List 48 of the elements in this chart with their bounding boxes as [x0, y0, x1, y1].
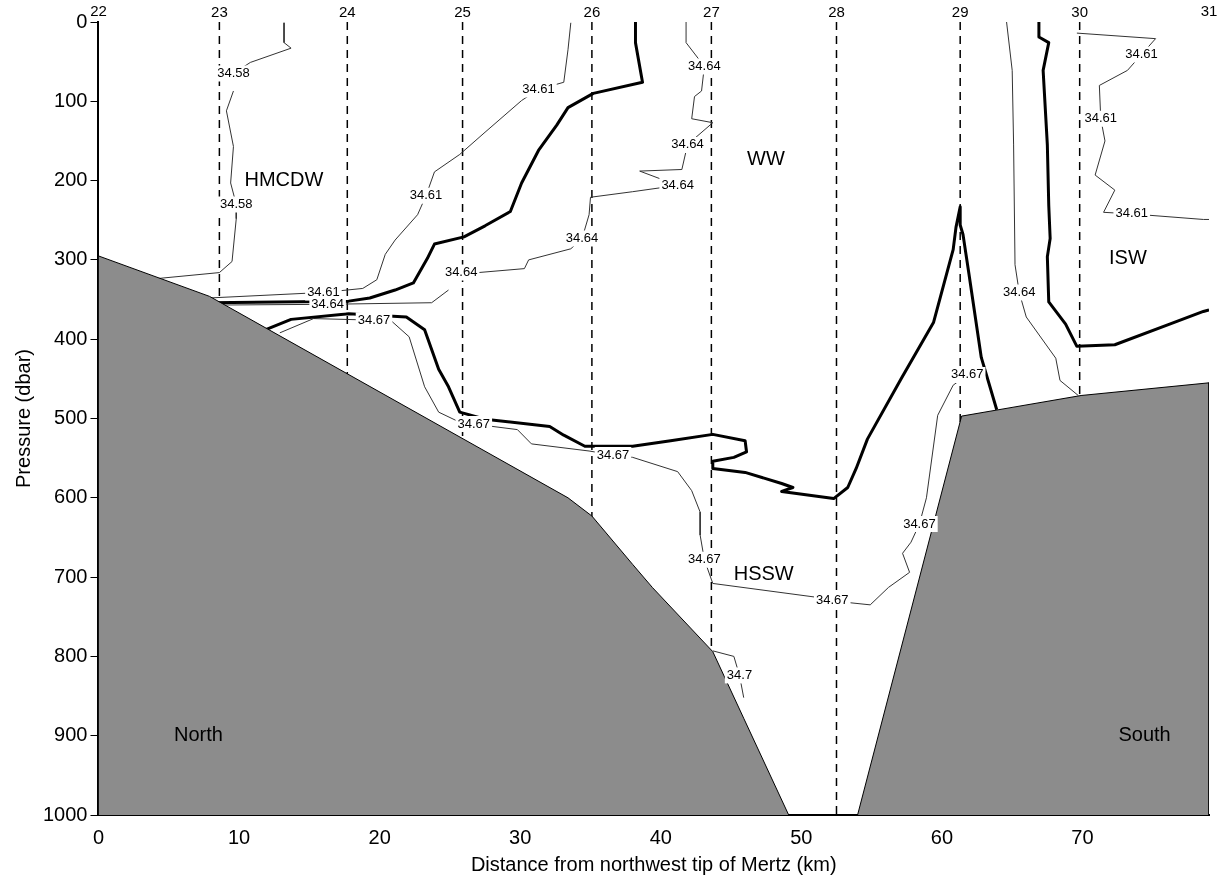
y-axis-title: Pressure (dbar) — [11, 349, 34, 488]
annotation: 28 — [828, 2, 845, 20]
annotation: 30 — [1071, 2, 1089, 20]
annotation: 34.64 — [565, 230, 599, 246]
annotation: HMCDW — [244, 168, 324, 191]
annotation: HSSW — [733, 562, 794, 585]
annotation: 34.61 — [1125, 46, 1158, 62]
x-tick-label: 20 — [368, 825, 391, 848]
x-tick-label: 0 — [92, 825, 105, 848]
annotation: 26 — [583, 2, 601, 20]
annotation: 34.64 — [661, 176, 694, 192]
y-tick-label: 300 — [54, 247, 88, 270]
annotation: 34.61 — [409, 187, 443, 203]
y-tick-label: 200 — [54, 168, 88, 191]
x-tick-label: 60 — [930, 825, 954, 848]
y-tick-label: 500 — [54, 406, 88, 429]
y-tick-label: 400 — [54, 326, 88, 349]
y-tick-label: 0 — [76, 9, 88, 32]
annotation: 34.58 — [217, 65, 250, 81]
y-tick-label: 900 — [54, 723, 88, 746]
y-tick-label: 100 — [54, 88, 88, 111]
annotation: South — [1118, 723, 1171, 746]
text: 22 — [90, 1, 107, 19]
annotation: 34.61 — [1084, 110, 1118, 126]
y-tick-label: 1000 — [42, 802, 88, 825]
annotation: 27 — [703, 2, 720, 20]
annotation: 25 — [454, 2, 471, 20]
y-tick-label: 700 — [54, 564, 88, 587]
x-tick-label: 10 — [227, 825, 251, 848]
x-axis-title: Distance from northwest tip of Mertz (km) — [470, 852, 837, 875]
annotation: 23 — [211, 2, 228, 20]
x-tick-label: 70 — [1071, 825, 1094, 848]
annotation: WW — [747, 147, 785, 170]
x-tick-label: 50 — [790, 825, 813, 848]
annotation: 24 — [338, 2, 356, 20]
annotation: 34.64 — [688, 57, 721, 73]
annotation: North — [173, 723, 223, 746]
annotation: 34.64 — [671, 136, 704, 152]
annotation: 34.64 — [1002, 283, 1036, 299]
x-tick-label: 40 — [649, 825, 672, 848]
text: 31 — [1200, 1, 1218, 19]
annotation: ISW — [1109, 245, 1147, 268]
y-tick-label: 600 — [54, 485, 88, 508]
annotation: 29 — [951, 2, 969, 20]
annotation: 34.67 — [688, 551, 721, 567]
annotation: 34.61 — [522, 80, 555, 96]
y-tick-label: 800 — [54, 643, 88, 666]
x-tick-label: 30 — [509, 825, 532, 848]
